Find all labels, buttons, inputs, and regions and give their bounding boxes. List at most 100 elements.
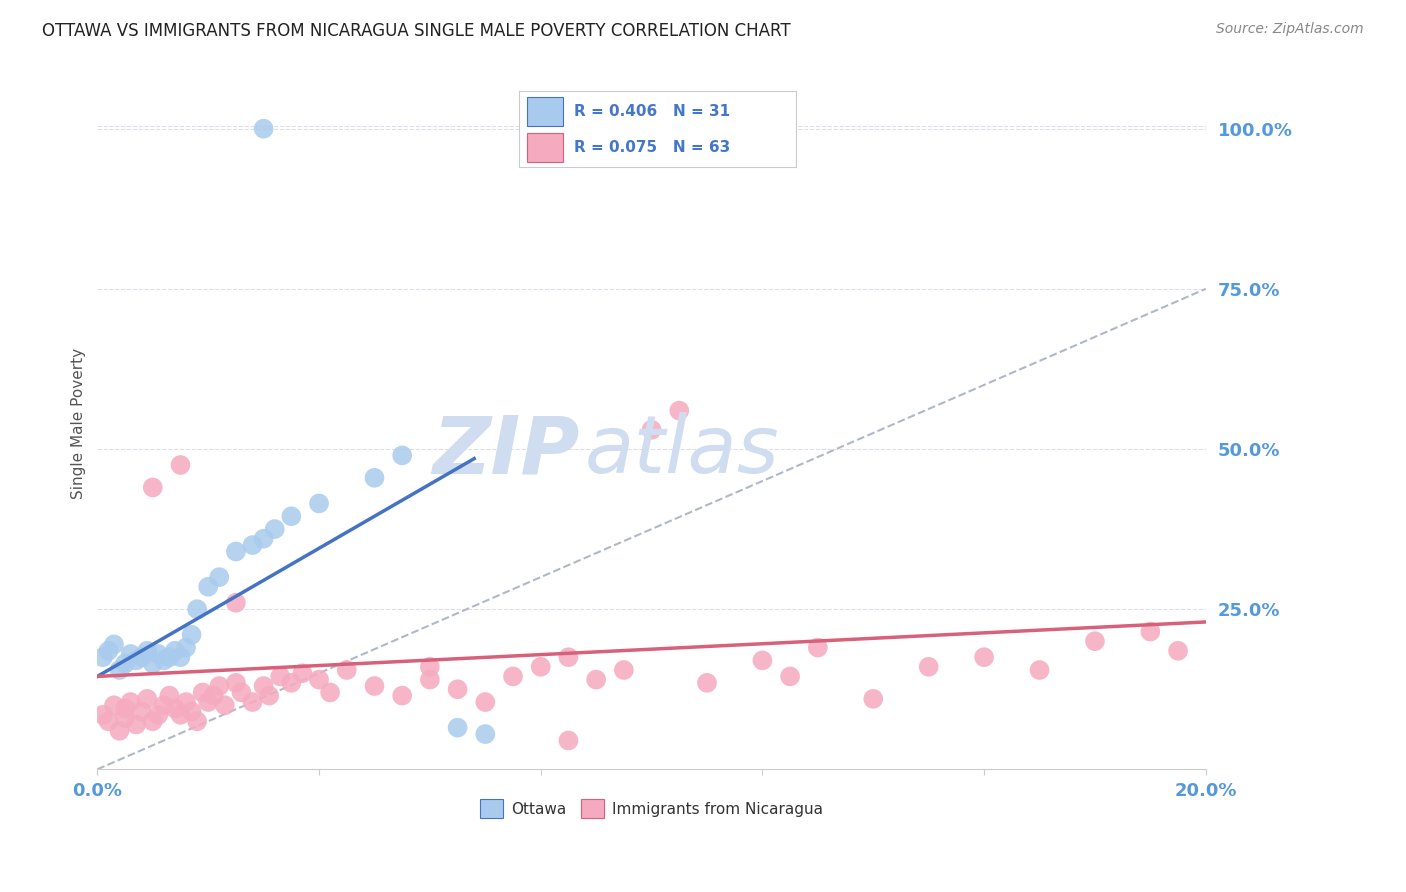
Point [97,644,120,658]
Point [114,657,136,671]
Point [91,650,114,665]
Point [180,705,202,719]
Point [174,640,197,655]
Point [208,570,231,584]
Point [125,653,148,667]
Point [108,723,131,738]
Point [363,679,385,693]
Point [114,701,136,715]
Point [142,657,165,671]
Point [91,707,114,722]
Point [114,711,136,725]
Point [557,650,579,665]
Point [186,602,208,616]
Point [131,705,153,719]
Point [225,596,247,610]
Point [214,698,236,713]
Point [530,660,553,674]
Point [148,647,170,661]
Point [391,449,413,463]
Point [696,675,718,690]
Point [202,689,225,703]
Point [153,653,176,667]
Point [136,691,159,706]
Point [862,691,884,706]
Point [103,698,125,713]
Point [474,727,496,741]
Point [557,733,579,747]
Point [153,698,176,713]
Point [103,637,125,651]
Point [252,679,274,693]
Point [120,647,142,661]
Point [474,695,496,709]
Point [197,580,219,594]
Point [308,496,330,510]
Text: Source: ZipAtlas.com: Source: ZipAtlas.com [1216,22,1364,37]
Text: ZIP: ZIP [432,412,579,490]
Point [613,663,636,677]
Point [446,721,468,735]
Point [446,682,468,697]
Text: OTTAWA VS IMMIGRANTS FROM NICARAGUA SINGLE MALE POVERTY CORRELATION CHART: OTTAWA VS IMMIGRANTS FROM NICARAGUA SING… [42,22,790,40]
Y-axis label: Single Male Poverty: Single Male Poverty [72,348,86,499]
Point [280,509,302,524]
Point [191,685,214,699]
Point [973,650,995,665]
Point [269,669,291,683]
Point [502,669,524,683]
Point [148,707,170,722]
Point [291,666,314,681]
Point [169,458,191,472]
Point [180,628,202,642]
Point [257,689,280,703]
Point [97,714,120,729]
Point [242,695,264,709]
Point [120,695,142,709]
Point [1139,624,1161,639]
Point [1167,644,1189,658]
Point [779,669,801,683]
Point [668,403,690,417]
Point [252,532,274,546]
Point [169,650,191,665]
Text: atlas: atlas [585,412,780,490]
Point [263,522,285,536]
Point [391,689,413,703]
Point [640,423,662,437]
Point [336,663,359,677]
Point [751,653,773,667]
Point [419,660,441,674]
Point [363,471,385,485]
Point [186,714,208,729]
Point [163,644,186,658]
Point [142,480,165,494]
Point [419,673,441,687]
Point [280,675,302,690]
Point [131,650,153,665]
Point [918,660,941,674]
Point [197,695,219,709]
Point [807,640,830,655]
Point [142,714,165,729]
Point [231,685,253,699]
Point [208,679,231,693]
Point [585,673,607,687]
Point [308,673,330,687]
Point [169,707,191,722]
Point [1084,634,1107,648]
Point [225,544,247,558]
Point [225,675,247,690]
Point [163,701,186,715]
Legend: Ottawa, Immigrants from Nicaragua: Ottawa, Immigrants from Nicaragua [474,793,830,824]
Point [1028,663,1050,677]
Point [252,121,274,136]
Point [157,650,180,665]
Point [136,644,159,658]
Point [319,685,342,699]
Point [125,717,148,731]
Point [108,663,131,677]
Point [174,695,197,709]
Point [157,689,180,703]
Point [242,538,264,552]
